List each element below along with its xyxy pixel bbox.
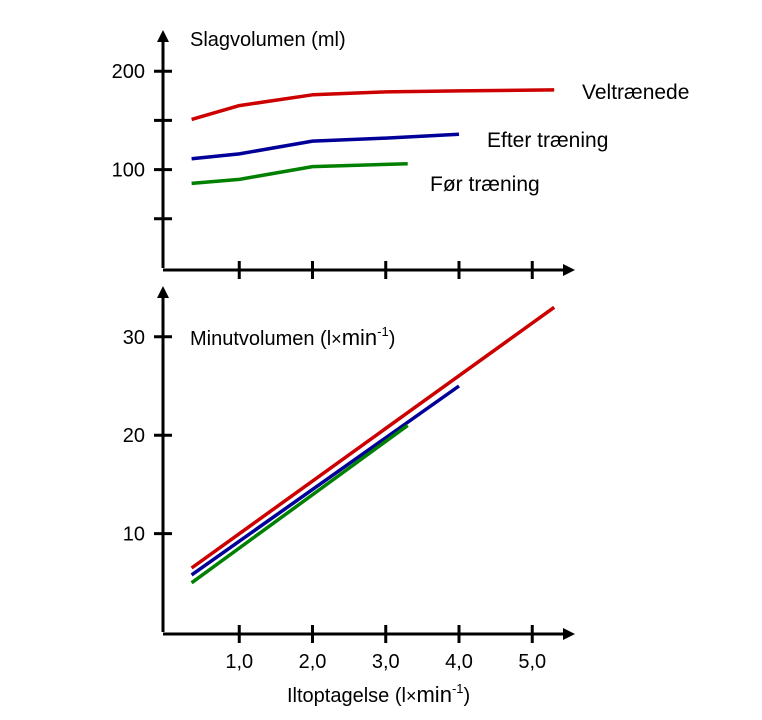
top-panel: Slagvolumen (ml) 100 200 Veltrænede Efter … xyxy=(112,29,689,279)
bottom-series-line-2 xyxy=(190,423,409,585)
bottom-title-close: ) xyxy=(389,328,396,350)
top-series-line-1 xyxy=(191,132,460,161)
series-label: Efter træning xyxy=(487,129,608,152)
bottom-title-times: × xyxy=(331,329,342,349)
x-tick-label: 3,0 xyxy=(372,651,400,673)
top-series-line-2 xyxy=(191,161,408,186)
top-y-tick-label: 100 xyxy=(112,160,145,182)
series-label: Før træning xyxy=(430,173,540,196)
bottom-chart-title: Minutvolumen (l×min-1) xyxy=(190,324,395,350)
bottom-y-tick-label: 10 xyxy=(123,524,145,546)
bottom-title-exp: -1 xyxy=(377,324,389,339)
top-series-line-0 xyxy=(191,88,555,122)
top-chart-title: Slagvolumen (ml) xyxy=(190,29,346,51)
x-axis-label-exp: -1 xyxy=(452,681,464,696)
x-axis-label-times: × xyxy=(406,686,417,706)
bottom-y-tick-label: 30 xyxy=(123,327,145,349)
x-tick-label: 1,0 xyxy=(225,651,253,673)
bottom-series-line-0 xyxy=(190,305,556,570)
bottom-title-main: Minutvolumen (l xyxy=(190,328,331,350)
x-axis-label-main: Iltoptagelse (l xyxy=(287,685,406,707)
bottom-title-unit: min xyxy=(342,325,377,350)
x-tick-label: 2,0 xyxy=(299,651,327,673)
top-y-tick-label: 200 xyxy=(112,61,145,83)
series-label: Veltrænede xyxy=(582,81,689,104)
x-tick-label: 4,0 xyxy=(445,651,473,673)
x-axis-label: Iltoptagelse (l×min-1) xyxy=(287,681,470,707)
x-axis-label-close: ) xyxy=(464,685,471,707)
bottom-y-tick-label: 20 xyxy=(123,425,145,447)
x-axis-label-unit: min xyxy=(416,682,451,707)
x-tick-label: 5,0 xyxy=(518,651,546,673)
bottom-series-line-1 xyxy=(190,384,461,577)
